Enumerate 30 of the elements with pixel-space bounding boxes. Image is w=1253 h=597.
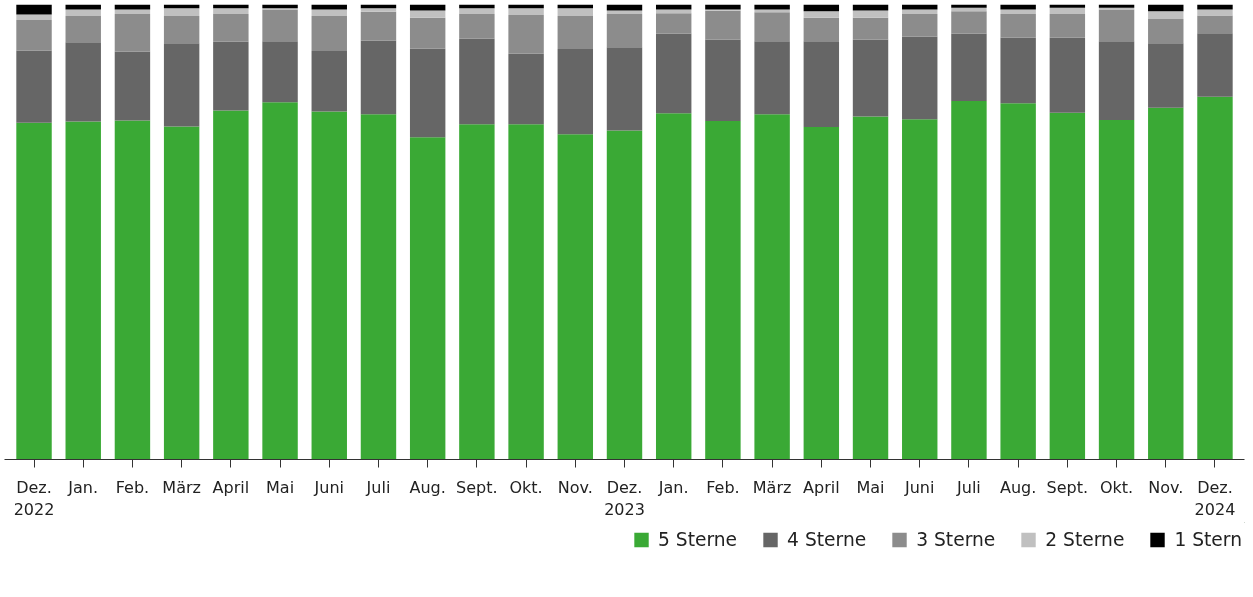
x-tick-label: Mai — [266, 477, 295, 497]
x-tick-label: Dez. 2024 — [1194, 477, 1236, 520]
x-tick-label: Juli — [956, 477, 981, 497]
x-tick-label: Juni — [313, 477, 344, 497]
x-tick-label: März — [162, 477, 201, 497]
x-tick-label: Sept. — [1046, 477, 1089, 497]
x-tick-label: Aug. — [999, 477, 1037, 497]
legend-label: 4 Sterne — [787, 528, 867, 550]
x-tick-label: Feb. — [706, 477, 740, 497]
legend-label: 3 Sterne — [916, 528, 996, 550]
legend-label: 1 Stern — [1174, 528, 1242, 550]
x-tick-label: April — [212, 477, 250, 497]
x-tick-label: Aug. — [409, 477, 446, 497]
x-tick-label: Juli — [365, 477, 391, 497]
x-tick-label: Dez. 2022 — [13, 477, 55, 520]
x-tick-label: Feb. — [115, 477, 150, 497]
x-tick-label: Okt. — [509, 477, 543, 497]
x-tick-label: Nov. — [1148, 477, 1184, 497]
legend-label: 2 Sterne — [1045, 528, 1125, 550]
x-tick-label: März — [752, 477, 792, 497]
x-tick-label: Jan. — [67, 477, 99, 497]
x-tick-label: Jan. — [657, 477, 689, 497]
x-tick-label: Sept. — [456, 477, 498, 497]
x-tick-label: April — [803, 477, 840, 497]
x-tick-label: Dez. 2023 — [604, 477, 645, 520]
x-tick-label: Mai — [856, 477, 885, 497]
x-tick-label: Okt. — [1099, 477, 1134, 497]
x-tick-label: Juni — [904, 477, 935, 497]
legend-label: 5 Sterne — [658, 528, 738, 550]
x-tick-label: Nov. — [557, 477, 593, 497]
